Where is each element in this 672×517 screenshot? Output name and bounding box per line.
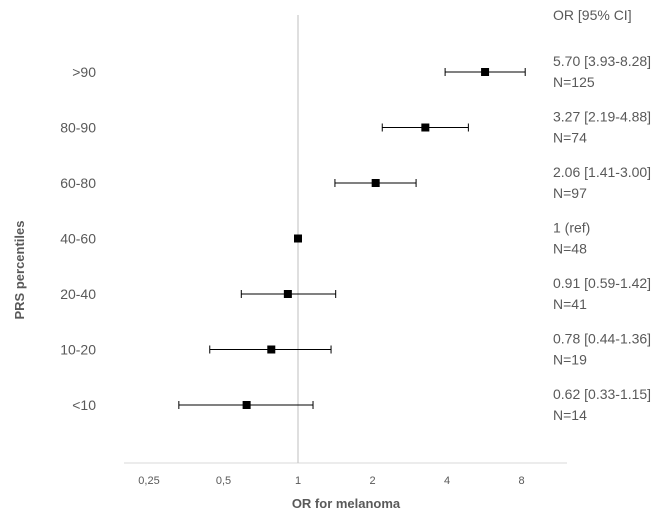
category-label: >90	[72, 64, 96, 80]
n-label: N=125	[553, 74, 595, 90]
n-label: N=97	[553, 185, 587, 201]
forest-row: <10 0.62 [0.33-1.15] N=14	[72, 386, 651, 423]
or-point	[267, 345, 276, 354]
or-ci-label: 2.06 [1.41-3.00]	[553, 164, 651, 180]
n-label: N=19	[553, 352, 587, 368]
x-tick-label: 0,5	[216, 475, 231, 487]
n-label: N=74	[553, 130, 587, 146]
y-axis-title: PRS percentiles	[12, 221, 27, 320]
forest-row: 60-80 2.06 [1.41-3.00] N=97	[60, 164, 651, 201]
x-tick-label: 2	[369, 475, 375, 487]
or-ci-label: 1 (ref)	[553, 220, 590, 236]
or-point	[242, 401, 251, 409]
or-ci-label: 5.70 [3.93-8.28]	[553, 53, 651, 69]
x-tick-label: 4	[444, 475, 450, 487]
x-tick-label: 8	[518, 475, 524, 487]
category-label: 80-90	[60, 120, 96, 136]
category-label: 10-20	[60, 342, 96, 358]
forest-row: >90 5.70 [3.93-8.28] N=125	[72, 53, 651, 90]
forest-row: 40-60 1 (ref) N=48	[60, 220, 590, 257]
n-label: N=14	[553, 407, 587, 423]
forest-row: 20-40 0.91 [0.59-1.42] N=41	[60, 275, 651, 312]
n-label: N=48	[553, 241, 587, 257]
forest-row: 10-20 0.78 [0.44-1.36] N=19	[60, 331, 651, 368]
category-label: 60-80	[60, 175, 96, 191]
or-point	[421, 123, 430, 132]
category-label: 40-60	[60, 231, 96, 247]
or-ci-column-header: OR [95% CI]	[553, 7, 632, 23]
or-ci-label: 0.78 [0.44-1.36]	[553, 331, 651, 347]
category-label: 20-40	[60, 286, 96, 302]
x-tick-label: 1	[295, 475, 301, 487]
x-tick-label: 0,25	[138, 475, 159, 487]
category-label: <10	[72, 397, 96, 413]
or-ci-label: 0.91 [0.59-1.42]	[553, 275, 651, 291]
forest-row: 80-90 3.27 [2.19-4.88] N=74	[60, 109, 651, 146]
or-point	[294, 234, 302, 243]
or-point	[481, 68, 490, 76]
n-label: N=41	[553, 296, 587, 312]
x-axis-title: OR for melanoma	[292, 496, 401, 511]
or-point	[371, 179, 380, 187]
or-point	[283, 290, 292, 298]
or-ci-label: 0.62 [0.33-1.15]	[553, 386, 651, 402]
or-ci-label: 3.27 [2.19-4.88]	[553, 109, 651, 125]
